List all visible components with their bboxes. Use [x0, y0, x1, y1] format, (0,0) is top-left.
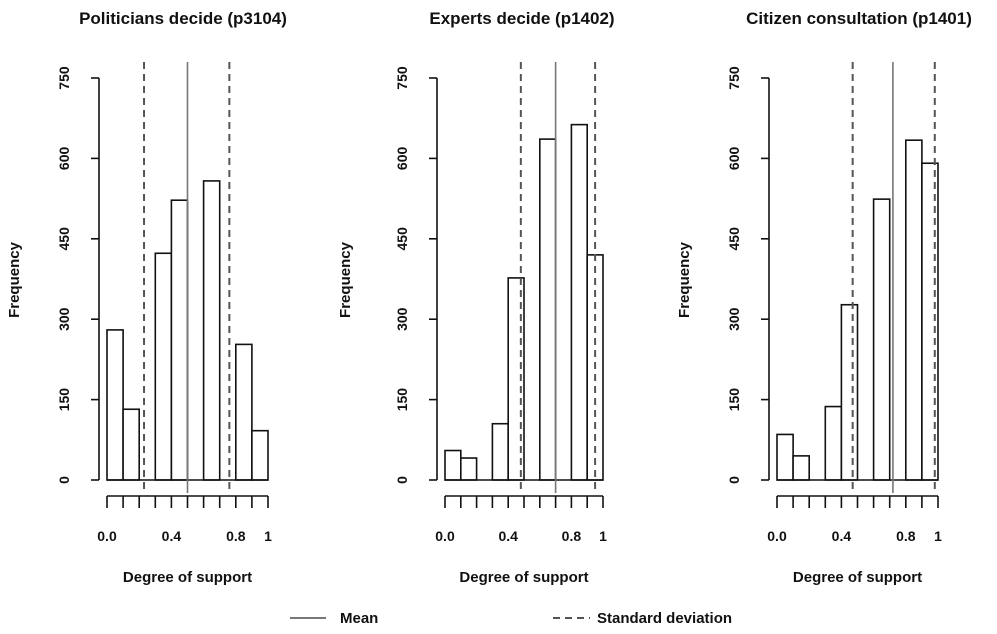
x-tick-label: 1: [264, 528, 272, 544]
histogram-bar: [570, 123, 589, 481]
y-tick-label: 600: [394, 147, 410, 171]
y-axis-label: Frequency: [6, 241, 23, 318]
legend-label: Mean: [340, 610, 378, 627]
x-tick-label: 1: [934, 528, 942, 544]
chart-title: Politicians decide (p3104): [79, 9, 287, 28]
y-tick-label: 0: [394, 476, 410, 484]
panel-2: Experts decide (p1402) 0 150 300 450 600 750 Fr…: [337, 9, 615, 586]
y-tick-label: 150: [394, 388, 410, 412]
panel-3: Citizen consultation (p1401) 0 150 300 450 60…: [676, 9, 972, 586]
histogram-bar: [776, 433, 794, 481]
x-tick-label: 0.0: [435, 528, 455, 544]
histogram-bar: [122, 408, 140, 481]
histogram-bar: [154, 252, 173, 481]
y-axis-label: Frequency: [676, 241, 693, 318]
histogram-bar: [170, 199, 189, 481]
histogram-bar: [824, 405, 843, 481]
chart-title: Citizen consultation (p1401): [746, 9, 972, 28]
x-tick-label: 0.0: [97, 528, 117, 544]
y-tick-label: 300: [726, 307, 742, 331]
y-tick-label: 150: [56, 388, 72, 412]
histogram-bar: [872, 198, 891, 481]
y-tick-label: 450: [56, 227, 72, 251]
legend-label: Standard deviation: [597, 610, 732, 627]
x-tick-label: 0.4: [162, 528, 182, 544]
y-tick-label: 300: [394, 307, 410, 331]
histogram-bar: [251, 429, 269, 481]
y-tick-label: 450: [394, 227, 410, 251]
legend: Mean Standard deviation: [290, 610, 732, 627]
x-axis-label: Degree of support: [123, 569, 252, 586]
panel-1: Politicians decide (p3104) 0 150 300 450 600 7…: [6, 9, 287, 586]
x-tick-label: 0.8: [562, 528, 582, 544]
y-tick-label: 600: [56, 147, 72, 171]
histogram-bar: [792, 455, 810, 481]
x-tick-label: 0.0: [767, 528, 787, 544]
y-tick-label: 600: [726, 147, 742, 171]
y-tick-label: 450: [726, 227, 742, 251]
x-tick-label: 0.8: [896, 528, 916, 544]
y-tick-label: 300: [56, 307, 72, 331]
y-tick-label: 750: [726, 66, 742, 90]
histogram-bar: [444, 449, 462, 481]
x-axis-label: Degree of support: [793, 569, 922, 586]
histogram-bar: [904, 139, 923, 481]
histogram-bar: [840, 303, 859, 481]
chart-title: Experts decide (p1402): [429, 9, 614, 28]
x-tick-label: 0.4: [832, 528, 852, 544]
histogram-bar: [202, 180, 221, 481]
y-tick-label: 750: [56, 66, 72, 90]
x-axis-label: Degree of support: [459, 569, 588, 586]
y-axis-label: Frequency: [337, 241, 354, 318]
histogram-bar: [106, 329, 124, 481]
histogram-bar: [235, 343, 253, 481]
histogram-bar: [459, 457, 478, 481]
y-tick-label: 750: [394, 66, 410, 90]
x-tick-label: 0.4: [498, 528, 518, 544]
y-tick-label: 150: [726, 388, 742, 412]
histogram-bar: [491, 422, 509, 481]
x-tick-label: 1: [599, 528, 607, 544]
y-tick-label: 0: [56, 476, 72, 484]
histogram-bar: [538, 138, 557, 481]
y-tick-label: 0: [726, 476, 742, 484]
x-tick-label: 0.8: [226, 528, 246, 544]
